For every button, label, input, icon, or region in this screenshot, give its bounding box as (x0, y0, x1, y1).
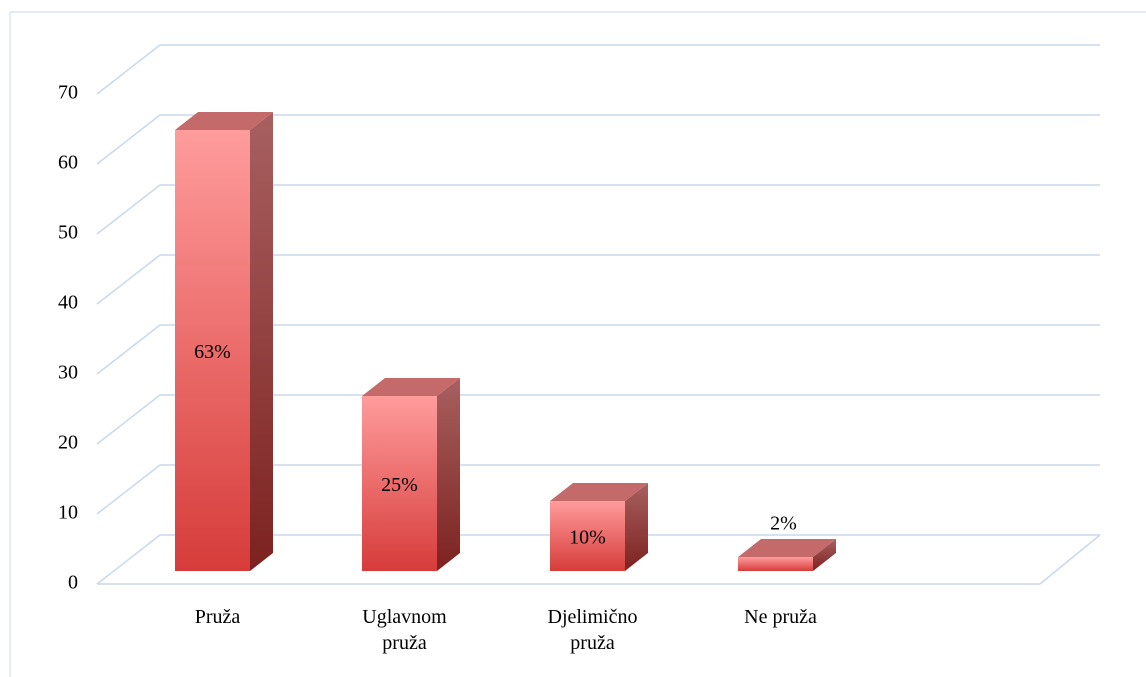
bar (738, 557, 813, 571)
x-tick-label: Ne pruža (744, 606, 817, 628)
y-tick-label: 70 (58, 82, 78, 104)
y-tick-label: 60 (58, 152, 78, 174)
bar-side (813, 539, 836, 571)
floor-line (1039, 534, 1101, 585)
bar-top (738, 539, 836, 557)
y-tick-label: 30 (58, 362, 78, 384)
bar-top (362, 378, 460, 396)
grid-line (96, 534, 161, 585)
data-label: 25% (381, 474, 418, 496)
data-label: 2% (770, 513, 797, 535)
bar (175, 130, 250, 571)
grid-line (96, 184, 161, 235)
x-tick-label: Uglavnom pruža (362, 606, 447, 654)
bar-side (250, 112, 273, 571)
bar (550, 501, 625, 571)
bar (362, 396, 437, 571)
grid-line (96, 114, 161, 165)
data-label: 63% (194, 341, 231, 363)
bar-top (550, 483, 648, 501)
bar-top (175, 112, 273, 130)
y-tick-label: 10 (58, 502, 78, 524)
grid-line (96, 324, 161, 375)
grid-line (96, 394, 161, 445)
y-tick-label: 20 (58, 432, 78, 454)
x-tick-label: Djelimično pruža (547, 606, 638, 654)
grid-line (96, 44, 161, 95)
y-tick-label: 50 (58, 222, 78, 244)
data-label: 10% (569, 527, 606, 549)
bar-side (625, 483, 648, 571)
bar-side (437, 378, 460, 571)
grid-line (96, 254, 161, 305)
y-tick-label: 0 (68, 572, 78, 594)
x-tick-label: Pruža (194, 606, 241, 628)
y-tick-label: 40 (58, 292, 78, 314)
grid-line (96, 464, 161, 515)
